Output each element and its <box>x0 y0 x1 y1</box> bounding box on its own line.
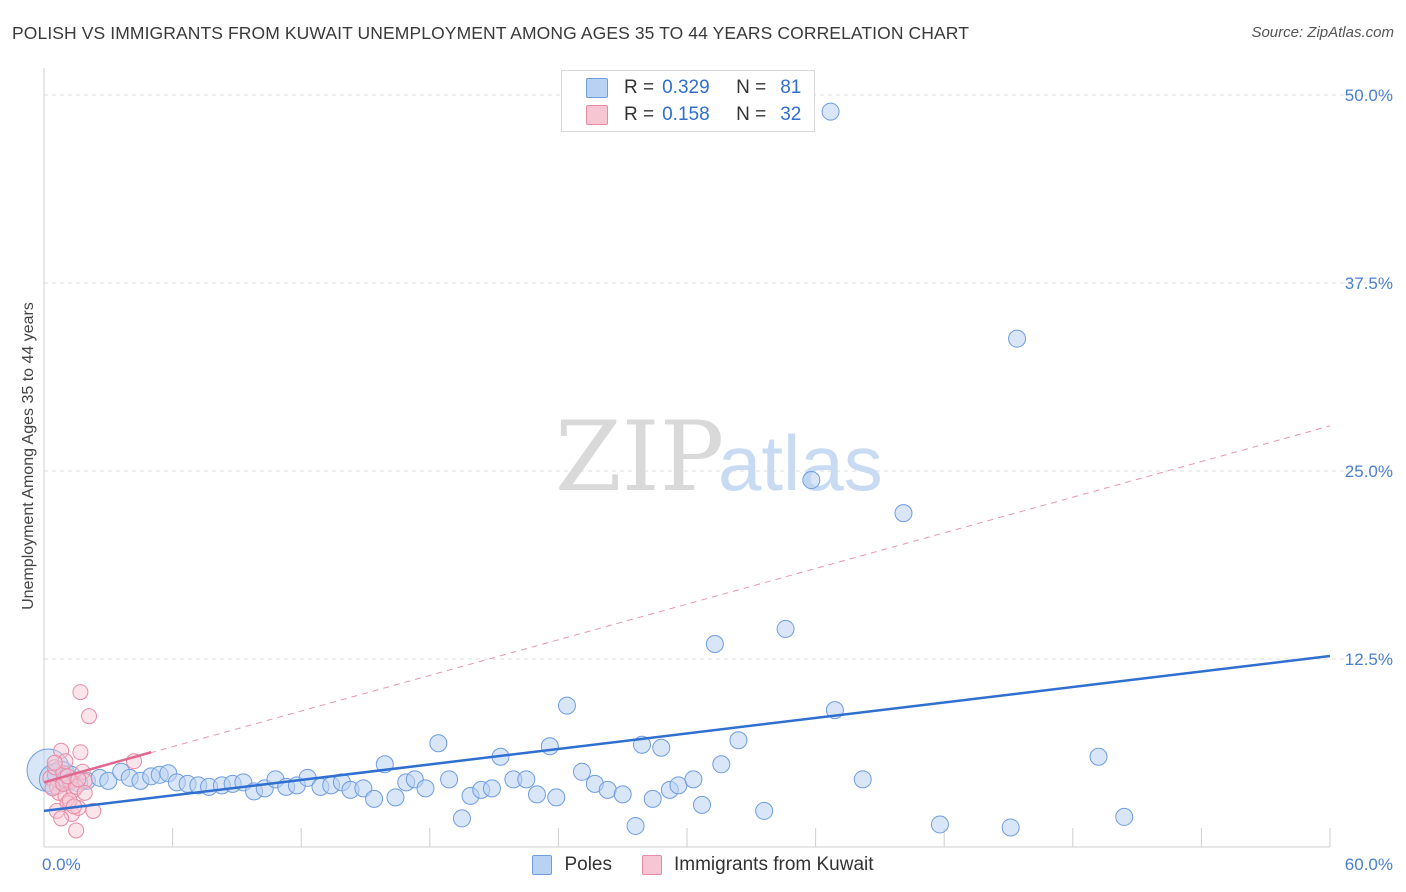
legend-n-label: N = <box>736 77 767 98</box>
kuwait-swatch <box>586 105 608 125</box>
kuwait-trend-extension <box>43 425 1331 783</box>
poles-point <box>652 738 671 757</box>
kuwait-point <box>72 744 89 761</box>
legend-item-kuwait[interactable]: Immigrants from Kuwait <box>641 854 874 876</box>
poles-point <box>527 785 546 804</box>
poles-point <box>440 770 459 789</box>
trend-lines <box>43 425 1331 813</box>
source-label: Source: ZipAtlas.com <box>1251 24 1394 41</box>
poles-point <box>802 471 821 490</box>
kuwait-point <box>76 772 93 789</box>
legend-r-value: 0.329 <box>662 77 710 98</box>
poles-point <box>712 755 731 774</box>
kuwait-point <box>81 708 98 725</box>
poles-point <box>1115 807 1134 826</box>
poles-point <box>776 619 795 638</box>
poles-point <box>729 731 748 750</box>
kuwait-points <box>42 684 143 839</box>
legend-item-poles[interactable]: Poles <box>532 854 612 876</box>
poles-point <box>598 780 617 799</box>
legend-row-poles: R = 0.329 N = 81 <box>586 76 801 100</box>
poles-point <box>930 815 949 834</box>
poles-point <box>365 789 384 808</box>
watermark-atlas: atlas <box>718 419 883 507</box>
kuwait-point <box>76 784 93 801</box>
poles-swatch <box>532 855 553 875</box>
poles-point <box>517 770 536 789</box>
poles-point <box>643 789 662 808</box>
legend-n-value: 81 <box>780 77 802 98</box>
poles-point <box>99 771 118 790</box>
chart-title: POLISH VS IMMIGRANTS FROM KUWAIT UNEMPLO… <box>12 23 970 43</box>
x-tick-label: 60.0% <box>1345 855 1393 874</box>
legend-r-label: R = <box>624 77 655 98</box>
poles-point <box>669 776 688 795</box>
y-tick-label: 37.5% <box>1345 274 1393 293</box>
y-tick-label: 50.0% <box>1345 86 1393 105</box>
legend-label-kuwait: Immigrants from Kuwait <box>673 854 874 875</box>
poles-point <box>626 816 645 835</box>
legend-n-value: 32 <box>780 104 802 125</box>
legend-label-poles: Poles <box>564 854 612 875</box>
grid <box>44 94 1366 660</box>
poles-swatch <box>586 78 608 98</box>
poles-point <box>1008 329 1027 348</box>
correlation-legend: R = 0.329 N = 81 R = 0.158 N = 32 <box>561 70 815 132</box>
poles-point <box>416 779 435 798</box>
poles-point <box>482 779 501 798</box>
y-tick-label: 25.0% <box>1345 462 1393 481</box>
poles-point <box>547 788 566 807</box>
poles-point <box>755 801 774 820</box>
poles-point <box>572 762 591 781</box>
kuwait-trend-line <box>43 751 152 784</box>
poles-trend-line <box>43 654 1331 813</box>
watermark-zip: ZIP <box>555 401 724 513</box>
poles-point <box>1089 747 1108 766</box>
poles-point <box>386 788 405 807</box>
kuwait-point <box>85 802 102 819</box>
axes: 12.5% 25.0% 37.5% 50.0% 0.0% 60.0% <box>42 68 1393 874</box>
poles-point <box>540 737 559 756</box>
kuwait-point <box>53 810 70 827</box>
poles-point <box>705 634 724 653</box>
legend-r-value: 0.158 <box>662 104 710 125</box>
poles-points <box>26 102 1134 837</box>
legend-n-label: N = <box>736 104 767 125</box>
poles-point <box>557 696 576 715</box>
series-legend: Poles Immigrants from Kuwait <box>0 853 1406 877</box>
kuwait-swatch <box>641 855 662 875</box>
poles-point <box>1001 818 1020 837</box>
legend-row-kuwait: R = 0.158 N = 32 <box>586 103 801 127</box>
x-tick-label: 0.0% <box>42 855 81 874</box>
poles-point <box>613 785 632 804</box>
poles-point <box>693 795 712 814</box>
poles-point <box>821 102 840 121</box>
y-tick-label: 12.5% <box>1345 650 1393 669</box>
kuwait-point <box>68 822 85 839</box>
kuwait-point <box>46 754 63 771</box>
poles-point <box>894 504 913 523</box>
poles-point <box>354 779 373 798</box>
poles-point <box>429 734 448 753</box>
legend-r-label: R = <box>624 104 655 125</box>
poles-point <box>452 809 471 828</box>
kuwait-point <box>72 684 89 701</box>
poles-point <box>853 770 872 789</box>
poles-point <box>684 770 703 789</box>
